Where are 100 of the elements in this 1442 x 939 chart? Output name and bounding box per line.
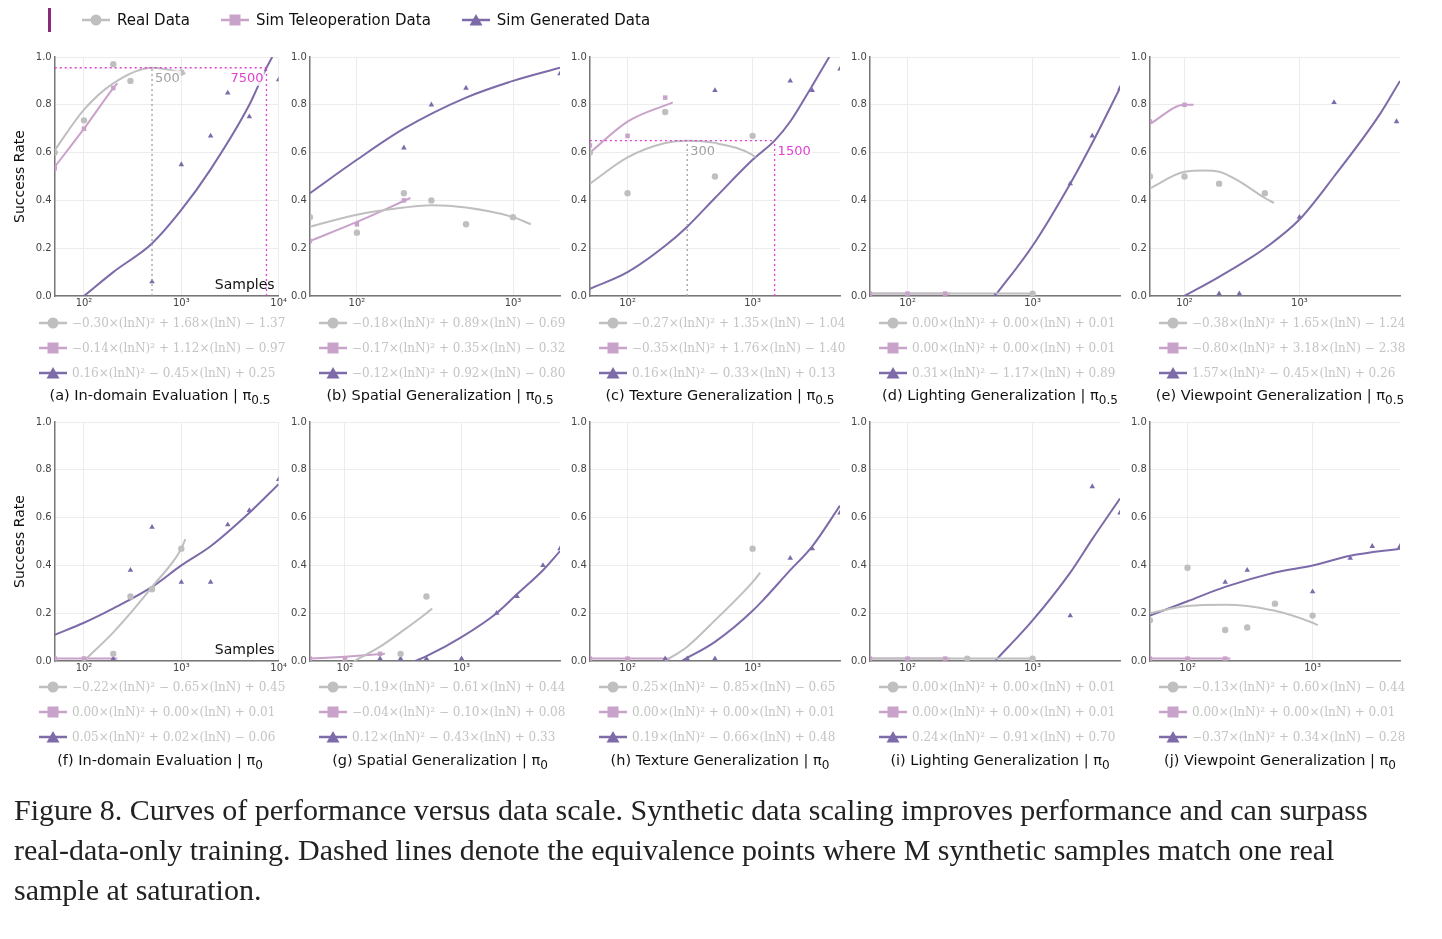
x-tick-label: 10² xyxy=(75,661,93,673)
legend-label: −0.04×(lnN)² − 0.10×(lnN) + 0.08 xyxy=(352,705,566,720)
y-tick-label: 0.4 xyxy=(851,193,867,205)
x-tick-label: 10³ xyxy=(453,661,470,673)
y-tick-label: 0.6 xyxy=(851,146,867,158)
x-axis-title: Samples xyxy=(214,275,275,292)
legend-label: 0.12×(lnN)² − 0.43×(lnN) + 0.33 xyxy=(352,730,556,745)
y-tick-label: 0.6 xyxy=(291,511,307,523)
y-tick-label: 0.4 xyxy=(851,558,867,570)
legend-label: −0.27×(lnN)² + 1.35×(lnN) − 1.04 xyxy=(632,315,846,330)
text: (h) Texture Generalization | π$_{0}$ xyxy=(609,751,831,772)
ref-line-label: 7500 xyxy=(230,69,264,85)
y-tick-label: 1.0 xyxy=(291,50,307,62)
y-tick-label: 0.4 xyxy=(35,558,52,570)
y-tick-label: 1.0 xyxy=(35,50,52,62)
text: (c) Texture Generalization | π$_{0.5}$ xyxy=(604,387,836,407)
y-tick-label: 1.0 xyxy=(1131,415,1147,427)
y-tick-label: 0.2 xyxy=(35,606,52,618)
y-tick-label: 1.0 xyxy=(1131,50,1147,62)
y-tick-label: 1.0 xyxy=(291,415,307,427)
legend-label: −0.14×(lnN)² + 1.12×(lnN) − 0.97 xyxy=(72,340,286,355)
ref-line-label: 1500 xyxy=(777,142,811,158)
y-tick-label: 0.8 xyxy=(1131,463,1147,475)
y-tick-label: 0.6 xyxy=(571,146,587,158)
y-tick-label: 0.8 xyxy=(571,98,587,110)
y-tick-label: 1.0 xyxy=(571,50,587,62)
caption: Figure 8. Curves of performance versus data scale. Synthetic data scaling improves performance and can surpass real-data-only training. Dashed lines denote the equivalence points where M synthetic samples match one real sample at saturation. xyxy=(13,791,1369,908)
y-tick-label: 0.6 xyxy=(851,511,867,523)
text: (b) Spatial Generalization | π$_{0.5}$ xyxy=(325,387,555,407)
y-tick-label: 1.0 xyxy=(851,415,867,427)
legend-label: −0.19×(lnN)² − 0.61×(lnN) + 0.44 xyxy=(352,680,566,695)
legend-label: 0.00×(lnN)² + 0.00×(lnN) + 0.01 xyxy=(912,680,1116,695)
y-tick-label: 1.0 xyxy=(35,415,52,427)
legend-label: 1.57×(lnN)² − 0.45×(lnN) + 0.26 xyxy=(1192,365,1396,380)
x-tick-label: 10³ xyxy=(504,296,522,308)
text: (j) Viewpoint Generalization | π$_{0}$ xyxy=(1163,751,1397,772)
y-tick-label: 1.0 xyxy=(851,50,867,62)
x-tick-label: 10⁴ xyxy=(270,661,287,673)
x-tick-label: 10³ xyxy=(1291,296,1308,308)
y-tick-label: 0.4 xyxy=(1131,558,1147,570)
legend-label: Sim Generated Data xyxy=(496,11,651,29)
y-tick-label: 0.2 xyxy=(291,241,307,253)
text: (e) Viewpoint Generalization | π$_{0.5}$ xyxy=(1154,387,1406,407)
y-tick-label: 0.8 xyxy=(291,98,307,110)
y-tick-label: 0.2 xyxy=(571,241,587,253)
y-tick-label: 0.0 xyxy=(851,654,867,666)
x-tick-label: 10² xyxy=(348,296,366,308)
y-tick-label: 0.6 xyxy=(1131,511,1147,523)
y-tick-label: 0.6 xyxy=(1131,146,1147,158)
y-tick-label: 0.4 xyxy=(35,193,52,205)
y-tick-label: 0.8 xyxy=(291,463,307,475)
x-tick-label: 10² xyxy=(75,296,93,308)
x-tick-label: 10⁴ xyxy=(270,296,287,308)
y-tick-label: 0.2 xyxy=(291,606,307,618)
y-tick-label: 0.0 xyxy=(851,289,867,301)
y-tick-label: 0.8 xyxy=(35,98,52,110)
y-tick-label: 0.8 xyxy=(1131,98,1147,110)
legend-label: −0.35×(lnN)² + 1.76×(lnN) − 1.40 xyxy=(632,340,846,355)
legend-label: −0.13×(lnN)² + 0.60×(lnN) − 0.44 xyxy=(1192,680,1406,695)
text: (i) Lighting Generalization | π$_{0}$ xyxy=(889,751,1111,772)
y-tick-label: 0.4 xyxy=(571,558,587,570)
legend-label: 0.00×(lnN)² + 0.00×(lnN) + 0.01 xyxy=(632,705,836,720)
legend-label: 0.24×(lnN)² − 0.91×(lnN) + 0.70 xyxy=(912,730,1116,745)
y-tick-label: 0.0 xyxy=(291,654,307,666)
text: (a) In-domain Evaluation | π$_{0.5}$ xyxy=(48,387,272,407)
legend-label: −0.80×(lnN)² + 3.18×(lnN) − 2.38 xyxy=(1192,340,1406,355)
y-tick-label: 0.2 xyxy=(851,241,867,253)
y-tick-label: 0.4 xyxy=(291,193,307,205)
legend-label: Sim Teleoperation Data xyxy=(255,11,431,29)
x-tick-label: 10² xyxy=(619,661,636,673)
y-tick-label: 0.8 xyxy=(35,463,52,475)
y-tick-label: 0.4 xyxy=(291,558,307,570)
x-axis-title: Samples xyxy=(214,640,275,657)
x-tick-label: 10² xyxy=(619,296,636,308)
y-tick-label: 0.2 xyxy=(1131,241,1147,253)
y-tick-label: 0.0 xyxy=(1131,289,1147,301)
y-tick-label: 0.6 xyxy=(571,511,587,523)
legend-label: −0.22×(lnN)² − 0.65×(lnN) + 0.45 xyxy=(72,680,286,695)
legend-label: 0.00×(lnN)² + 0.00×(lnN) + 0.01 xyxy=(912,340,1116,355)
y-tick-label: 0.6 xyxy=(291,146,307,158)
y-tick-label: 0.6 xyxy=(35,511,52,523)
legend-label: 0.00×(lnN)² + 0.00×(lnN) + 0.01 xyxy=(912,705,1116,720)
x-tick-label: 10³ xyxy=(1024,296,1041,308)
y-axis-title: Success Rate xyxy=(11,130,28,223)
y-tick-label: 0.0 xyxy=(35,654,52,666)
x-tick-label: 10² xyxy=(1179,661,1196,673)
x-tick-label: 10² xyxy=(1176,296,1193,308)
y-tick-label: 0.0 xyxy=(291,289,307,301)
x-tick-label: 10³ xyxy=(744,296,761,308)
legend-label: −0.37×(lnN)² + 0.34×(lnN) − 0.28 xyxy=(1192,730,1406,745)
legend-label: −0.18×(lnN)² + 0.89×(lnN) − 0.69 xyxy=(352,315,566,330)
legend-label: −0.38×(lnN)² + 1.65×(lnN) − 1.24 xyxy=(1192,315,1406,330)
y-tick-label: 0.4 xyxy=(571,193,587,205)
legend-label: 0.31×(lnN)² − 1.17×(lnN) + 0.89 xyxy=(912,365,1116,380)
x-tick-label: 10³ xyxy=(1304,661,1321,673)
y-tick-label: 0.2 xyxy=(571,606,587,618)
legend-label: 0.00×(lnN)² + 0.00×(lnN) + 0.01 xyxy=(1192,705,1396,720)
y-tick-label: 0.8 xyxy=(851,98,867,110)
y-tick-label: 0.8 xyxy=(571,463,587,475)
ref-line-label: 500 xyxy=(155,69,180,85)
